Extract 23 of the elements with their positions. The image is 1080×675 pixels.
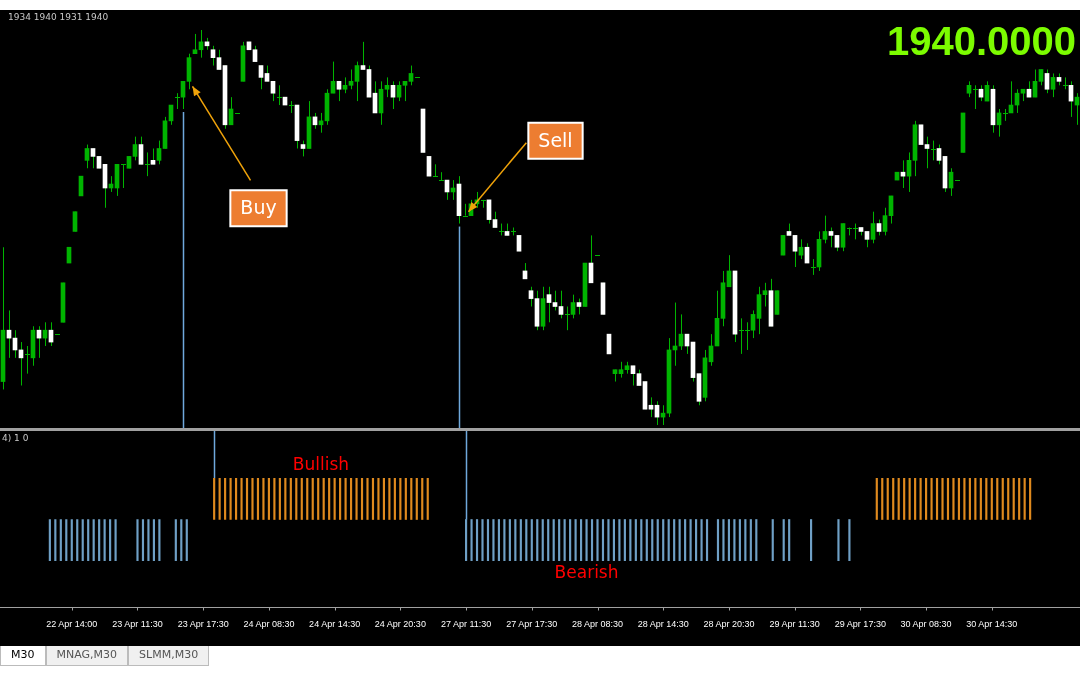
x-tick-label: 27 Apr 17:30 [506, 618, 558, 629]
x-tick-label: 23 Apr 11:30 [112, 618, 163, 629]
x-tick-label: 24 Apr 20:30 [374, 618, 426, 629]
x-tick-label: 27 Apr 11:30 [440, 618, 492, 629]
x-tick-label: 22 Apr 14:00 [46, 618, 98, 629]
text: 4) 1 0 [2, 432, 29, 443]
x-tick-label: 29 Apr 17:30 [834, 618, 886, 629]
annotation: Buy [240, 196, 277, 219]
annotation: Sell [538, 128, 573, 151]
series-label: Bullish [292, 453, 350, 474]
text: 1934 1940 1931 1940 [8, 11, 109, 22]
text: M30 [0, 646, 46, 666]
series-label: Bearish [554, 561, 619, 582]
x-tick-label: 30 Apr 14:30 [966, 618, 1018, 629]
x-tick-label: 29 Apr 11:30 [769, 618, 820, 629]
x-tick-label: 24 Apr 08:30 [243, 618, 295, 629]
annotation: 1940.0000 [886, 19, 1076, 63]
x-tick-label: 28 Apr 08:30 [571, 618, 624, 629]
x-tick-label: 23 Apr 17:30 [177, 618, 229, 629]
x-tick-label: 28 Apr 14:30 [637, 618, 689, 629]
x-tick-label: 30 Apr 08:30 [900, 618, 952, 629]
x-tick-label: 24 Apr 14:30 [309, 618, 361, 629]
x-tick-label: 28 Apr 20:30 [703, 618, 755, 629]
